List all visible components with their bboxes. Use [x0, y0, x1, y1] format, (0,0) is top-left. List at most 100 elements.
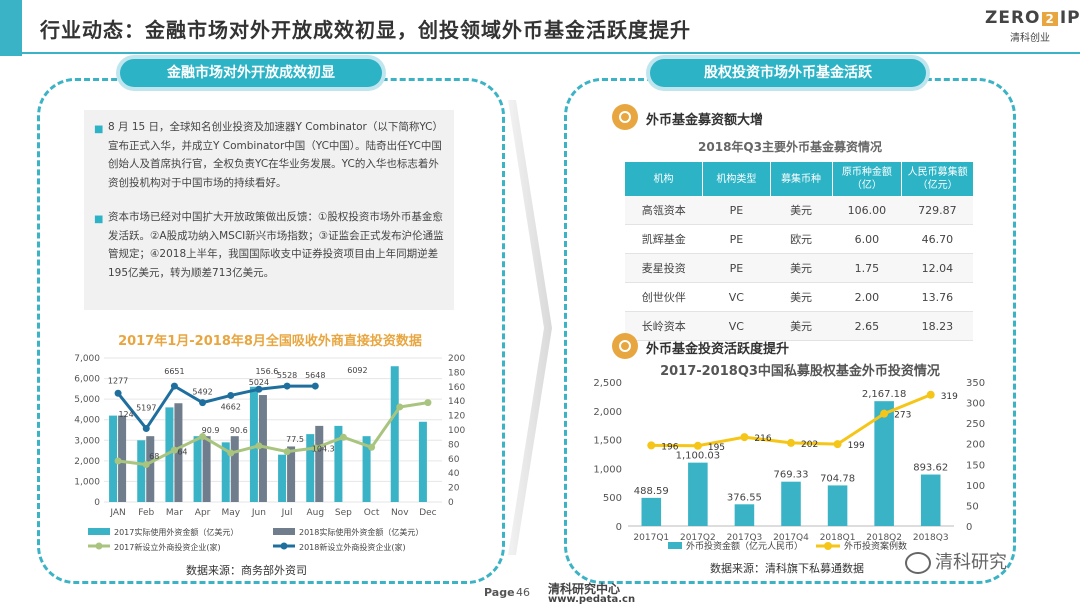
cell: VC [702, 311, 771, 341]
footer-brand: 清科研究中心 [548, 582, 621, 596]
bar [315, 425, 324, 502]
fund-table: 机构 机构类型 募集币种 原币种金额（亿） 人民币募集额（亿元） 高瓴资本 PE 美… [625, 162, 973, 341]
x-tick-label: Dec [419, 508, 436, 518]
data-label: 6092 [347, 366, 367, 375]
bar [137, 440, 146, 502]
y2-tick-label: 100 [448, 426, 465, 436]
x-tick-label: JAN [109, 508, 125, 518]
point [833, 440, 842, 449]
zero2ipo-logo: ZERO2IPO 清科创业 [985, 8, 1080, 48]
legend-label: 外币投资金额（亿元人民币） [686, 540, 803, 552]
cell: 美元 [770, 282, 833, 312]
y-tick-label: 2,000 [74, 457, 100, 467]
bullet-icon: ■ [94, 124, 104, 135]
y2-tick-label: 200 [448, 354, 465, 364]
section-investment: 外币基金投资活跃度提升 [646, 342, 790, 357]
point [880, 409, 889, 418]
bar [781, 481, 801, 526]
cell: 729.87 [901, 196, 973, 225]
y-tick-label: 1,000 [74, 477, 100, 487]
legend-label: 外币投资案例数 [844, 540, 907, 552]
bar [174, 403, 183, 502]
x-tick-label: Mar [166, 508, 183, 518]
news-paragraph-1: 8 月 15 日，全球知名创业投资及加速器Y Combinator（以下简称YC… [108, 121, 443, 189]
data-label: 4662 [221, 402, 241, 411]
legend-label: 2017新设立外商投资企业(家) [114, 542, 221, 552]
y2-tick-label: 150 [966, 460, 985, 471]
table-row: 高瓴资本 PE 美元 106.00 729.87 [625, 196, 973, 225]
bar [362, 436, 371, 502]
cell: 106.00 [832, 196, 902, 225]
point [926, 390, 935, 399]
y-tick-label: 0 [94, 498, 100, 508]
bullet-icon: ■ [94, 214, 104, 225]
fdi-chart-title: 2017年1月-2018年8月全国吸收外商直接投资数据 [118, 334, 422, 349]
bar [390, 366, 399, 502]
x-tick-label: Jul [281, 508, 293, 518]
y2-tick-label: 40 [448, 469, 460, 479]
bar [418, 421, 427, 502]
table-row: 创世伙伴 VC 美元 2.00 13.76 [625, 282, 973, 312]
left-source: 数据来源：商务部外资司 [186, 564, 307, 577]
logo-text-mid: 2 [1042, 12, 1058, 26]
legend-swatch [280, 542, 288, 550]
right-banner: 股权投资市场外币基金活跃 [650, 59, 926, 87]
table-row: 长岭资本 VC 美元 2.65 18.23 [625, 311, 973, 341]
col-institution: 机构 [625, 162, 704, 196]
point [311, 444, 319, 452]
target-icon [612, 104, 638, 130]
x-tick-label: Aug [306, 508, 324, 518]
cell: 12.04 [901, 253, 973, 283]
bar [258, 395, 267, 502]
data-label: 5197 [136, 404, 156, 413]
logo-subtitle: 清科创业 [1010, 33, 1050, 44]
cell: 1.75 [832, 253, 902, 283]
point [255, 442, 263, 450]
legend-swatch [668, 542, 682, 549]
right-source: 数据来源：清科旗下私募通数据 [710, 562, 864, 575]
data-label: 124 [118, 410, 133, 419]
data-label: 64 [177, 447, 187, 456]
cell: PE [702, 224, 771, 254]
title-accent [0, 0, 22, 56]
point [693, 441, 702, 450]
point [199, 399, 207, 407]
y2-tick-label: 160 [448, 383, 465, 393]
col-currency: 募集币种 [770, 162, 833, 196]
point [311, 382, 319, 390]
y-tick-label: 5,000 [74, 395, 100, 405]
data-label: 199 [848, 441, 865, 451]
y2-tick-label: 350 [966, 378, 985, 389]
point [255, 385, 263, 393]
data-label: 319 [941, 392, 958, 402]
wechat-icon [905, 552, 931, 574]
point [647, 441, 656, 450]
x-tick-label: 2017Q1 [633, 533, 669, 543]
bar [118, 415, 127, 502]
x-tick-label: Oct [364, 508, 380, 518]
col-original-amount: 原币种金额（亿） [832, 162, 903, 196]
bar [146, 436, 155, 502]
data-label: 893.62 [913, 463, 948, 474]
page-title: 行业动态：金融市场对外开放成效初显，创投领域外币基金活跃度提升 [40, 18, 691, 42]
y2-tick-label: 250 [966, 419, 985, 430]
table-row: 麦星投资 PE 美元 1.75 12.04 [625, 253, 973, 283]
bar [734, 504, 755, 526]
data-label: 5492 [192, 388, 212, 397]
point [114, 457, 122, 465]
cell: 美元 [770, 196, 833, 225]
cell: 欧元 [770, 224, 833, 254]
data-label: 156.6 [255, 367, 278, 376]
y2-tick-label: 100 [966, 481, 985, 492]
point [199, 433, 207, 441]
section-fundraising: 外币基金募资额大增 [646, 113, 764, 128]
point [170, 382, 178, 390]
x-tick-label: Apr [195, 508, 211, 518]
fund-table-title: 2018年Q3主要外币基金募资情况 [698, 140, 882, 154]
cell: VC [702, 282, 771, 312]
legend-label: 2018新设立外商投资企业(家) [299, 542, 406, 552]
data-label: 195 [708, 443, 725, 453]
bar [249, 386, 258, 502]
cell: 2.65 [832, 311, 902, 341]
data-label: 77.5 [286, 435, 304, 444]
